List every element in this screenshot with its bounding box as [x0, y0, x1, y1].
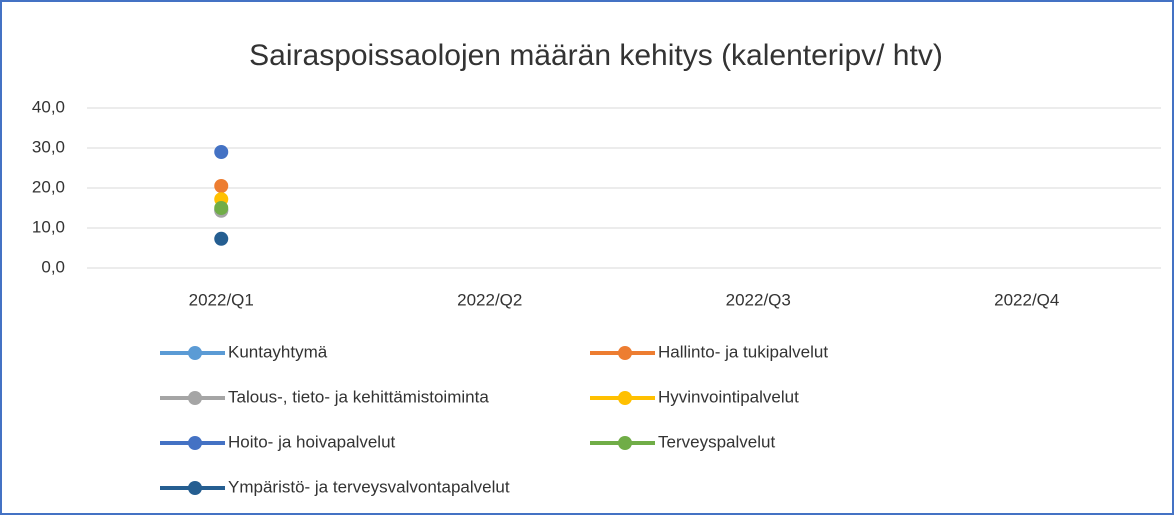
- legend-label: Hoito- ja hoivapalvelut: [228, 432, 396, 451]
- legend-label: Talous-, tieto- ja kehittämistoiminta: [228, 387, 489, 406]
- legend-marker: [188, 436, 202, 450]
- data-point: [214, 179, 229, 193]
- y-tick-label: 40,0: [32, 97, 65, 116]
- data-point: [214, 231, 229, 246]
- y-tick-label: 0,0: [41, 257, 65, 276]
- y-tick-label: 30,0: [32, 137, 65, 156]
- x-tick-label: 2022/Q3: [726, 290, 791, 309]
- x-tick-label: 2022/Q1: [189, 290, 254, 309]
- data-point: [214, 145, 229, 159]
- legend-label: Hallinto- ja tukipalvelut: [658, 342, 828, 361]
- x-tick-label: 2022/Q2: [457, 290, 522, 309]
- legend-marker: [188, 391, 202, 405]
- data-point: [214, 201, 229, 215]
- y-tick-label: 10,0: [32, 217, 65, 236]
- legend-marker: [618, 346, 632, 360]
- legend-marker: [188, 481, 202, 495]
- legend-marker: [618, 391, 632, 405]
- legend-label: Hyvinvointipalvelut: [658, 387, 799, 406]
- legend-label: Kuntayhtymä: [228, 342, 328, 361]
- legend-label: Terveyspalvelut: [658, 432, 775, 451]
- legend-marker: [618, 436, 632, 450]
- x-tick-label: 2022/Q4: [994, 290, 1059, 309]
- chart-title: Sairaspoissaolojen määrän kehitys (kalen…: [249, 39, 943, 72]
- y-tick-label: 20,0: [32, 177, 65, 196]
- legend-marker: [188, 346, 202, 360]
- legend-label: Ympäristö- ja terveysvalvontapalvelut: [228, 477, 510, 496]
